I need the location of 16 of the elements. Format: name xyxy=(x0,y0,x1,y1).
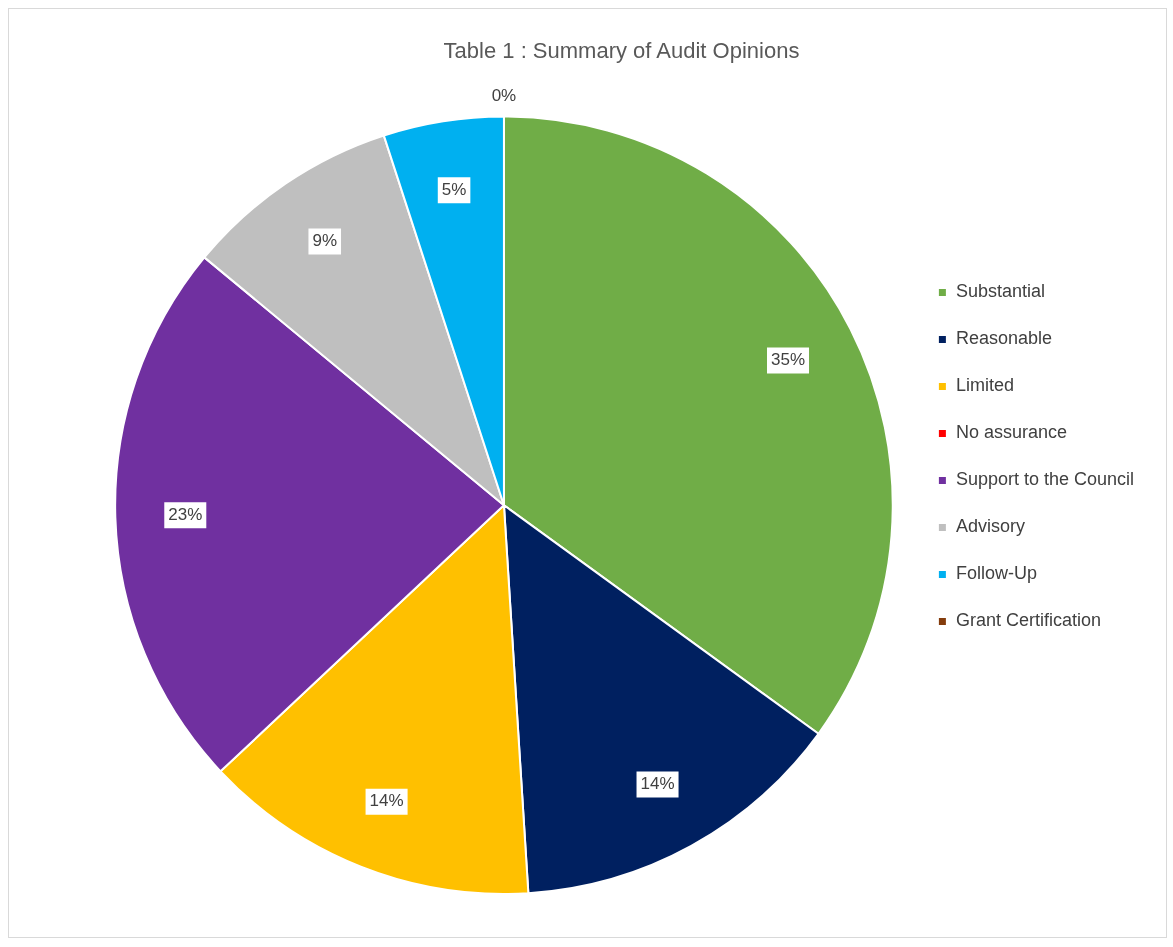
legend-label: Advisory xyxy=(955,516,1025,537)
legend-label: Grant Certification xyxy=(955,610,1101,631)
data-label: 5% xyxy=(441,180,467,199)
legend-label: No assurance xyxy=(955,422,1067,443)
legend-label: Limited xyxy=(955,375,1014,396)
data-label: 23% xyxy=(168,504,203,524)
chart-title: Table 1 : Summary of Audit Opinions xyxy=(443,38,800,64)
legend-label: Support to the Council xyxy=(955,469,1135,490)
text: 0% xyxy=(491,86,517,106)
legend-label: Follow-Up xyxy=(955,563,1037,584)
data-label: 14% xyxy=(369,791,404,811)
data-label: 35% xyxy=(771,350,806,370)
legend-label: Substantial xyxy=(955,281,1045,302)
legend-label: Reasonable xyxy=(955,328,1052,349)
data-label: 14% xyxy=(640,774,675,794)
data-label: 9% xyxy=(312,231,338,251)
